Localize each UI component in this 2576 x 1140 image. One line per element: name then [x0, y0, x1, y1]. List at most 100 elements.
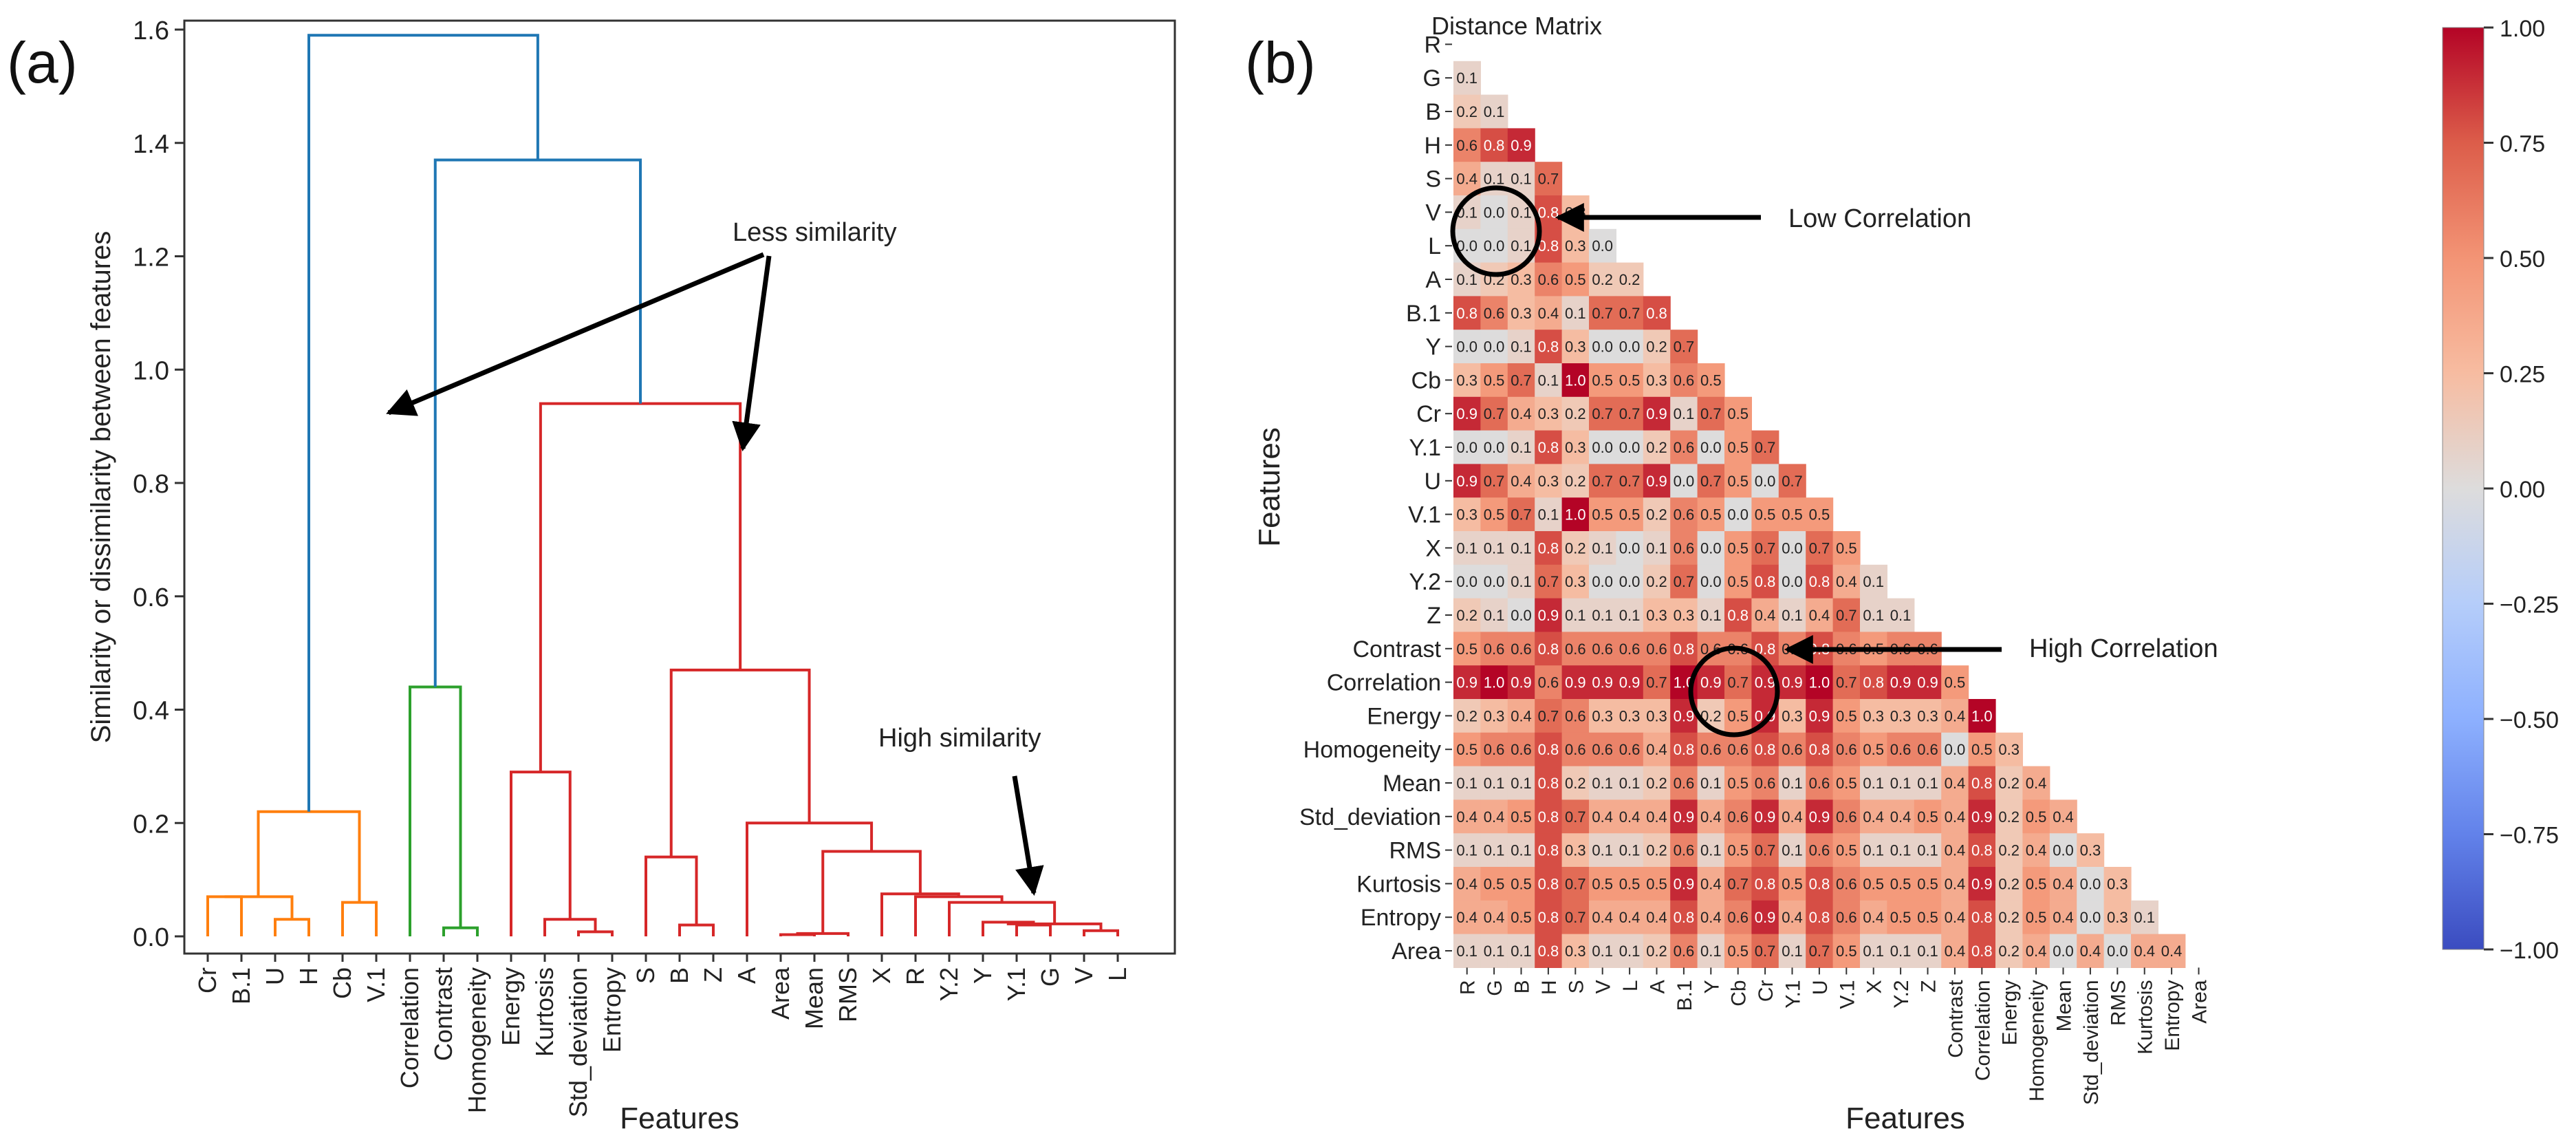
heatmap-cell: [1561, 934, 1590, 968]
y-tick-label: 0.2: [133, 810, 169, 839]
leaf-label: Cb: [328, 967, 356, 999]
heatmap-cell: [1507, 128, 1535, 162]
heatmap-cell-value: 0.2: [1619, 271, 1641, 288]
heatmap-cell-value: 0.2: [1646, 775, 1667, 792]
heatmap-cell-value: 0.0: [1700, 573, 1722, 590]
heatmap-cell-value: 0.2: [1998, 808, 2020, 826]
heatmap-row-label: U: [1424, 469, 1441, 495]
heatmap-cell: [1860, 766, 1887, 800]
heatmap-cell: [1968, 799, 1996, 834]
heatmap-cell: [1480, 867, 1508, 901]
heatmap-cell-value: 0.3: [1565, 237, 1586, 255]
heatmap-cell-value: 0.8: [1538, 775, 1559, 792]
heatmap-cell: [1453, 128, 1481, 162]
heatmap-column-label: Mean: [2053, 980, 2076, 1031]
heatmap-cell: [1724, 732, 1752, 767]
heatmap-cell-value: 0.3: [1890, 707, 1912, 724]
heatmap-cell-value: 0.4: [1538, 305, 1559, 322]
heatmap-cell-value: 0.3: [1646, 707, 1667, 724]
heatmap-cell: [1914, 665, 1942, 700]
heatmap-cell-value: 0.5: [1511, 875, 1532, 892]
heatmap-cell-value: 0.2: [1998, 909, 2020, 926]
heatmap-cell: [1480, 94, 1508, 129]
heatmap-cell: [1589, 330, 1616, 364]
heatmap-cell: [1616, 799, 1644, 834]
heatmap-cell: [1860, 934, 1887, 968]
heatmap-cell: [1941, 900, 1969, 935]
heatmap-cell-value: 0.3: [1511, 271, 1532, 288]
heatmap-cell: [1670, 430, 1698, 464]
heatmap-column-label: R: [1457, 980, 1480, 995]
heatmap-cell: [1561, 732, 1590, 767]
heatmap-cell-value: 0.9: [1674, 707, 1695, 724]
heatmap-cell-value: 0.4: [2026, 775, 2047, 792]
heatmap-cell: [1589, 531, 1616, 566]
heatmap-cell: [1589, 799, 1616, 834]
heatmap-cell-value: 0.5: [2026, 808, 2047, 826]
heatmap-cell-value: 0.1: [1782, 842, 1803, 859]
heatmap-cell-value: 0.8: [1538, 539, 1559, 557]
heatmap-cell-value: 0.6: [1836, 741, 1857, 758]
heatmap-cell: [1806, 900, 1834, 935]
heatmap-cell-value: 0.1: [1511, 439, 1532, 456]
heatmap-cell-value: 0.3: [2107, 875, 2128, 892]
heatmap-cell: [1507, 699, 1535, 733]
heatmap-cell: [1643, 833, 1671, 868]
heatmap-cell-value: 0.5: [1619, 372, 1641, 389]
heatmap-cell-value: 0.6: [1511, 741, 1532, 758]
heatmap-cell-value: 0.6: [1674, 539, 1695, 557]
heatmap-cell-value: 0.8: [1484, 137, 1505, 154]
heatmap-cell-value: 0.5: [1727, 539, 1749, 557]
dendrogram-y-axis: 0.0 0.2 0.4 0.6 0.8 1.0 1.2 1.4 1.6: [133, 17, 184, 952]
heatmap-cell: [1832, 598, 1861, 632]
heatmap-cell: [1589, 900, 1616, 935]
heatmap-cell: [2131, 934, 2158, 968]
heatmap-cell-value: 0.4: [2026, 842, 2047, 859]
heatmap-cell-value: 0.1: [1646, 539, 1667, 557]
heatmap-cell-value: 0.6: [1565, 707, 1586, 724]
heatmap-cell: [1643, 363, 1671, 398]
leaf-label: Correlation: [396, 967, 424, 1088]
heatmap-row-label: S: [1425, 166, 1441, 193]
heatmap-cell: [2103, 934, 2132, 968]
heatmap-cell-value: 0.5: [1592, 875, 1613, 892]
heatmap-cell-value: 0.6: [1484, 305, 1505, 322]
heatmap-cell-value: 0.5: [1727, 943, 1749, 960]
heatmap-cell-value: 0.4: [2080, 943, 2101, 960]
heatmap-cell-value: 0.8: [1971, 909, 1993, 926]
heatmap-cell: [1968, 766, 1996, 800]
heatmap-cell-value: 0.5: [1727, 439, 1749, 456]
leaf-label: U: [261, 967, 289, 985]
heatmap-cell: [1832, 531, 1861, 566]
heatmap-cell-value: 0.4: [1456, 171, 1478, 188]
colorbar: [2442, 27, 2485, 950]
heatmap-cell-value: 0.8: [1809, 741, 1830, 758]
heatmap-cell: [1453, 464, 1481, 498]
heatmap-cell-value: 0.1: [1782, 775, 1803, 792]
heatmap-cell-value: 0.4: [1700, 875, 1722, 892]
heatmap-cell-value: 0.1: [1538, 372, 1559, 389]
heatmap-cell: [2158, 934, 2186, 968]
heatmap-cell: [1832, 900, 1861, 935]
heatmap-cell: [1778, 867, 1806, 901]
dendrogram-link: [307, 34, 539, 812]
heatmap-row-label: Cr: [1416, 401, 1441, 427]
heatmap-cell: [1670, 464, 1698, 498]
heatmap-cell: [1480, 262, 1508, 297]
heatmap-cell: [1995, 833, 2023, 868]
heatmap-cell: [1453, 61, 1481, 96]
heatmap-cell: [1616, 732, 1644, 767]
dendrogram-link: [669, 668, 811, 857]
heatmap-cell-value: 0.8: [1456, 305, 1478, 322]
heatmap-cell: [1778, 665, 1806, 700]
dendrogram-panel: (a) 0.00.20.40.60.81.01.21.41.6 Cr B.1 U H C…: [7, 17, 1176, 1135]
heatmap-cell-value: 0.1: [1511, 842, 1532, 859]
heatmap-cell-value: 0.5: [1890, 909, 1912, 926]
heatmap-cell-value: 0.0: [1727, 506, 1749, 524]
heatmap-cell: [1507, 732, 1535, 767]
heatmap-row-label: X: [1425, 535, 1441, 561]
heatmap-cell-value: 0.1: [1456, 539, 1478, 557]
heatmap-cell: [1751, 732, 1779, 767]
heatmap-cell-value: 0.1: [1511, 204, 1532, 221]
heatmap-cell-value: 0.0: [1484, 204, 1505, 221]
